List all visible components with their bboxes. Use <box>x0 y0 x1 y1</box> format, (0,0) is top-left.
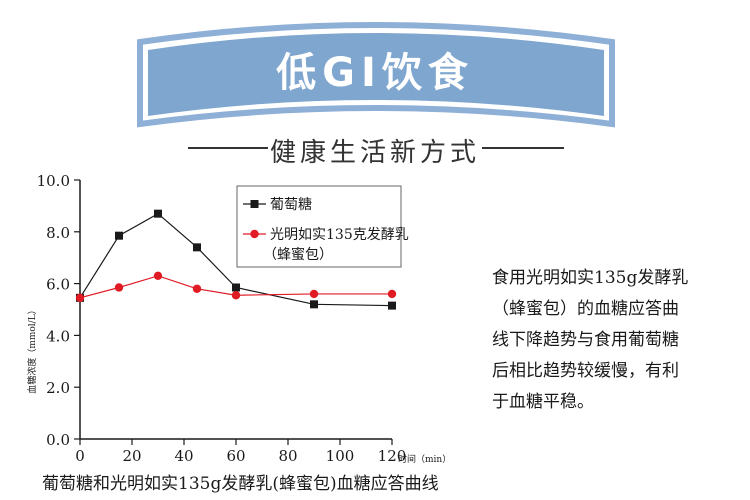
data-point-circle <box>387 289 397 299</box>
legend-box <box>236 185 402 268</box>
y-tick-label: 4.0 <box>46 327 70 345</box>
data-point-square <box>388 301 396 310</box>
legend-marker-square <box>250 200 259 208</box>
legend-marker-circle <box>250 229 259 239</box>
x-tick-label: 40 <box>174 447 193 465</box>
legend-label-2: 光明如实135克发酵乳（蜂蜜包） <box>263 227 409 263</box>
x-tick-label: 100 <box>326 447 355 465</box>
subtitle-row: 健康生活新方式 <box>0 130 750 170</box>
data-point-circle <box>231 291 241 300</box>
description-line: 于血糖平稳。 <box>492 392 594 412</box>
description-line: 线下降趋势与食用葡萄糖 <box>492 330 679 350</box>
y-tick-label: 0.0 <box>46 431 70 449</box>
description-line: 后相比趋势较缓慢，有利 <box>492 361 679 381</box>
data-point-square <box>193 243 201 252</box>
banner-ribbon <box>148 33 604 116</box>
y-tick-label: 8.0 <box>46 224 70 242</box>
x-axis-label: 时间（min） <box>398 453 451 465</box>
y-axis-label: 血糖浓度（mmol/L） <box>26 305 38 393</box>
y-tick-label: 10.0 <box>37 172 70 190</box>
x-tick-label: 120 <box>378 447 407 465</box>
data-point-square <box>115 231 123 240</box>
banner <box>137 22 615 128</box>
x-tick-label: 60 <box>226 447 245 465</box>
chart-title: 葡萄糖和光明如实135g发酵乳(蜂蜜包)血糖应答曲线 <box>42 474 439 494</box>
data-point-circle <box>309 289 319 299</box>
data-point-circle <box>192 284 202 293</box>
subtitle-line-right <box>482 147 564 149</box>
x-tick-label: 0 <box>75 447 85 465</box>
x-tick-label: 20 <box>122 447 141 465</box>
data-point-square <box>154 209 162 218</box>
data-point-circle <box>114 283 124 292</box>
description: 食用光明如实135g发酵乳 （蜂蜜包）的血糖应答曲 线下降趋势与食用葡萄糖 后相… <box>492 263 728 418</box>
chart-axes: 0.0 2.0 4.0 6.0 8.0 10.0 0 20 40 60 80 100 120时间（min… <box>26 172 451 465</box>
data-point-square <box>310 300 318 309</box>
description-line: 食用光明如实135g发酵乳 <box>492 268 689 288</box>
description-line: （蜂蜜包）的血糖应答曲 <box>492 299 679 319</box>
subtitle: 健康生活新方式 <box>269 138 480 168</box>
subtitle-line-left <box>188 147 268 149</box>
banner-title: 低GI饮食 <box>276 50 474 96</box>
y-tick-label: 6.0 <box>46 276 70 294</box>
legend-label-1: 葡萄糖 <box>270 197 312 213</box>
data-point-square <box>232 283 240 292</box>
x-tick-label: 80 <box>278 447 297 465</box>
data-point-circle <box>75 293 85 303</box>
glucose-response-chart: 0.0 2.0 4.0 6.0 8.0 10.0 0 20 40 60 80 100 120时间（min… <box>26 172 451 465</box>
chart-series <box>75 209 397 310</box>
data-point-circle <box>153 271 163 281</box>
y-tick-label: 2.0 <box>46 379 70 397</box>
